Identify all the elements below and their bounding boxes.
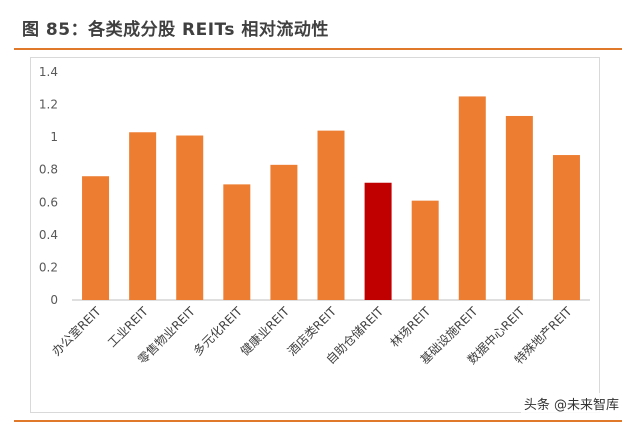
y-tick-label: 1.4 [39,65,58,79]
y-tick-label: 0.4 [39,228,58,242]
chart-frame [30,57,600,413]
figure-title: 图 85：各类成分股 REITs 相对流动性 [22,20,329,40]
bar [317,130,345,300]
bar [552,155,580,300]
y-tick-label: 1.2 [39,98,58,112]
y-tick-label: 0.2 [39,260,58,274]
bar [270,164,298,300]
bar [176,135,204,300]
x-tick-label: 办公室REIT [49,303,104,358]
y-tick-label: 0 [50,293,58,307]
bar [129,132,157,300]
bar [223,184,251,300]
x-tick-label: 林场REIT [387,304,433,350]
watermark: 头条 @未来智库 [520,393,622,414]
y-tick-label: 0.8 [39,163,58,177]
x-tick-label: 工业REIT [105,304,151,350]
x-tick-label: 健康业REIT [237,303,292,358]
x-tick-label: 多元化REIT [191,304,246,359]
y-tick-label: 1 [50,130,58,144]
bar [505,115,533,300]
title-divider [14,48,622,50]
bar [82,176,110,300]
bar [411,200,439,300]
bottom-divider [14,420,622,422]
bar [364,182,392,300]
bar [458,96,486,300]
y-tick-label: 0.6 [39,195,58,209]
